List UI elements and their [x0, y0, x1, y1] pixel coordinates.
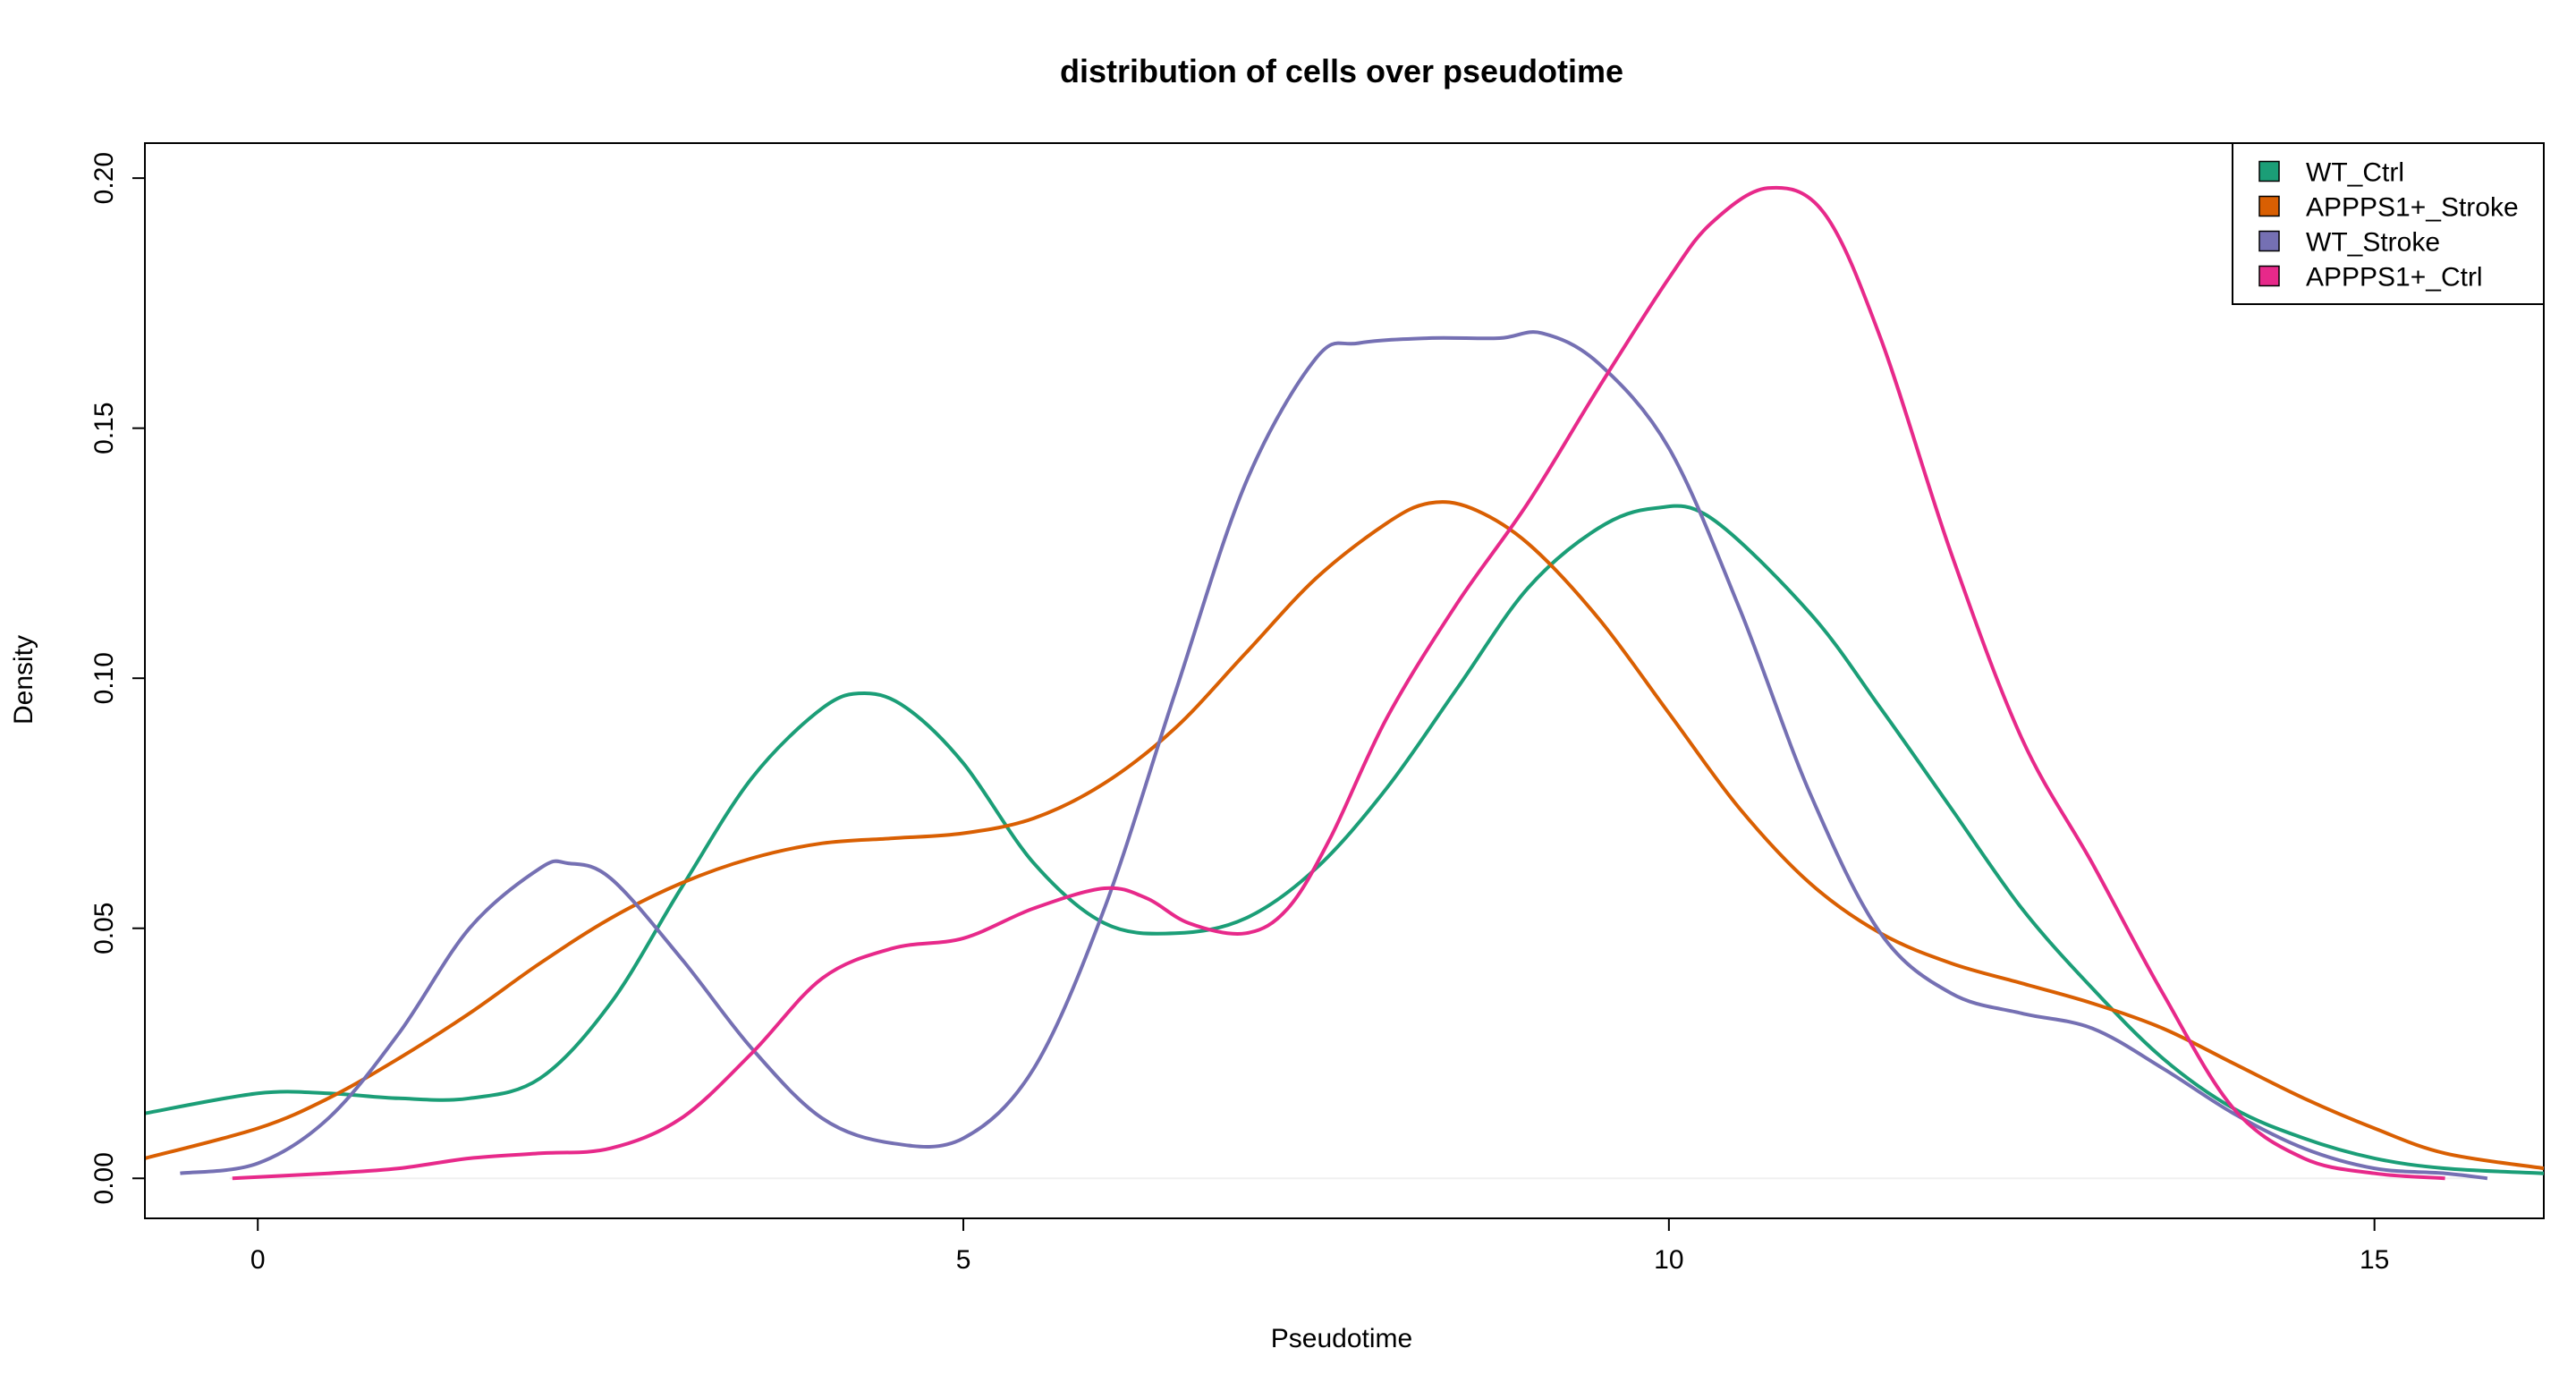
legend-box — [2232, 142, 2545, 305]
x-axis: 0 5 10 15 — [250, 1217, 2389, 1275]
series-line-appps1-stroke — [144, 500, 2545, 1171]
plot-frame — [144, 142, 2545, 1219]
legend-label: WT_Ctrl — [2306, 158, 2404, 188]
series-layer — [144, 185, 2545, 1181]
y-tick-label: 0.00 — [89, 1152, 119, 1204]
legend-swatch — [2258, 265, 2280, 287]
legend-label: APPPS1+_Ctrl — [2306, 263, 2483, 293]
y-tick-label: 0.05 — [89, 903, 119, 954]
y-axis: 0.00 0.05 0.10 0.15 0.20 — [89, 152, 146, 1204]
x-tick-label: 0 — [250, 1245, 266, 1275]
series-line-appps1-ctrl — [232, 185, 2445, 1181]
x-tick-label: 5 — [956, 1245, 971, 1275]
legend-label: WT_Stroke — [2306, 228, 2440, 258]
legend-swatch — [2258, 230, 2280, 252]
series-line-wt-ctrl — [144, 504, 2545, 1175]
x-axis-label: Pseudotime — [1271, 1324, 1412, 1353]
y-tick-label: 0.20 — [89, 152, 119, 204]
y-tick-label: 0.15 — [89, 402, 119, 454]
legend: WT_Ctrl APPPS1+_Stroke WT_Stroke APPPS1+_Ct… — [2232, 142, 2545, 305]
y-axis-label: Density — [9, 635, 38, 725]
legend-label: APPPS1+_Stroke — [2306, 193, 2519, 223]
series-line-wt-stroke — [180, 330, 2488, 1181]
y-tick-label: 0.10 — [89, 652, 119, 704]
legend-swatch — [2258, 160, 2280, 182]
x-tick-label: 15 — [2360, 1245, 2389, 1275]
legend-swatch — [2258, 195, 2280, 217]
chart-title: distribution of cells over pseudotime — [1060, 53, 1623, 89]
x-tick-label: 10 — [1654, 1245, 1683, 1275]
